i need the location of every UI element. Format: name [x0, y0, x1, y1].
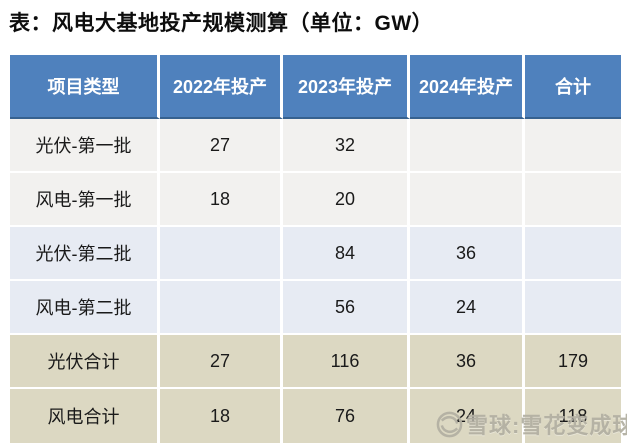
- table-cell: [525, 119, 621, 173]
- table-cell: [525, 227, 621, 281]
- table-cell: 18: [160, 389, 283, 443]
- xueqiu-snowball-icon: [436, 411, 463, 437]
- table-cell: 20: [283, 173, 410, 227]
- table-cell: 27: [160, 119, 283, 173]
- column-header-2022: 2022年投产: [160, 55, 283, 119]
- table-cell: 24: [410, 281, 525, 335]
- column-header-2023: 2023年投产: [283, 55, 410, 119]
- row-label: 光伏-第二批: [10, 227, 160, 281]
- table-cell: [525, 281, 621, 335]
- row-label: 风电合计: [10, 389, 160, 443]
- table-cell: 36: [410, 335, 525, 389]
- column-header-project-type: 项目类型: [10, 55, 160, 119]
- row-label: 风电-第二批: [10, 281, 160, 335]
- watermark-text: 雪球:雪花变成球: [466, 413, 627, 438]
- table-cell: [525, 173, 621, 227]
- table-cell: 18: [160, 173, 283, 227]
- row-label: 光伏合计: [10, 335, 160, 389]
- table-title: 表：风电大基地投产规模测算（单位：GW）: [9, 12, 434, 35]
- table-cell: 118: [525, 389, 621, 443]
- xueqiu-watermark: 雪球:雪花变成球: [436, 408, 627, 440]
- table-cell: [410, 173, 525, 227]
- table-cell: 56: [283, 281, 410, 335]
- table-cell: 27: [160, 335, 283, 389]
- table-cell: [410, 119, 525, 173]
- table-cell: [160, 227, 283, 281]
- row-label: 风电-第一批: [10, 173, 160, 227]
- column-header-2024: 2024年投产: [410, 55, 525, 119]
- row-label: 光伏-第一批: [10, 119, 160, 173]
- table-cell: 84: [283, 227, 410, 281]
- table-cell: 179: [525, 335, 621, 389]
- data-table: 项目类型 2022年投产 2023年投产 2024年投产 合计 光伏-第一批 2…: [10, 55, 621, 443]
- table-cell: [160, 281, 283, 335]
- table-cell: 116: [283, 335, 410, 389]
- table-cell: 76: [283, 389, 410, 443]
- table-cell: 36: [410, 227, 525, 281]
- column-header-total: 合计: [525, 55, 621, 119]
- table-cell: 32: [283, 119, 410, 173]
